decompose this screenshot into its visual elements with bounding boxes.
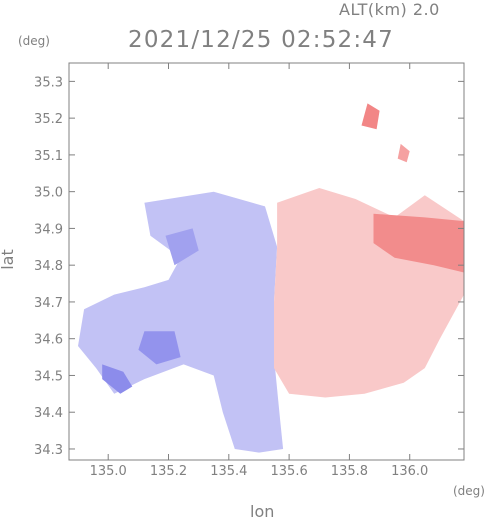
y-ticks: 34.3 34.4 34.5 34.6 34.7 34.8 34.9 35.0 35.1 35.2… — [34, 75, 464, 458]
y-tick-label: 35.1 — [34, 149, 63, 164]
y-tick-label: 34.6 — [34, 333, 63, 348]
region-west — [78, 191, 284, 453]
y-tick-label: 34.7 — [34, 296, 63, 311]
x-tick-label: 135.0 — [90, 464, 127, 479]
region-north-patch-2 — [397, 143, 410, 163]
velocity-field — [78, 103, 464, 453]
region-west-dark-2 — [138, 331, 181, 365]
y-tick-label: 34.8 — [34, 259, 63, 274]
y-tick-label: 34.4 — [34, 406, 63, 421]
x-axis-unit: (deg) — [453, 484, 485, 498]
x-tick-label: 135.6 — [271, 464, 308, 479]
x-tick-label: 135.2 — [150, 464, 187, 479]
x-tick-label: 135.8 — [331, 464, 368, 479]
region-north-patch — [361, 103, 380, 130]
x-tick-label: 135.4 — [210, 464, 247, 479]
region-west-dark-1 — [102, 364, 133, 394]
y-tick-label: 35.0 — [34, 186, 63, 201]
region-west-dark-3 — [165, 228, 199, 266]
timestamp-title: 2021/12/25 02:52:47 — [128, 27, 394, 53]
y-tick-label: 34.9 — [34, 222, 63, 237]
region-east-strong — [373, 213, 464, 273]
plot-frame — [68, 62, 465, 461]
x-axis-label: lon — [250, 502, 275, 521]
altitude-label: ALT(km) 2.0 — [339, 0, 440, 19]
y-tick-label: 35.3 — [34, 75, 63, 90]
y-tick-label: 34.3 — [34, 443, 63, 458]
y-axis-unit: (deg) — [18, 34, 50, 48]
y-tick-label: 35.2 — [34, 112, 63, 127]
x-ticks: 135.0 135.2 135.4 135.6 135.8 136.0 — [90, 63, 428, 479]
x-tick-label: 136.0 — [391, 464, 428, 479]
y-tick-label: 34.5 — [34, 369, 63, 384]
